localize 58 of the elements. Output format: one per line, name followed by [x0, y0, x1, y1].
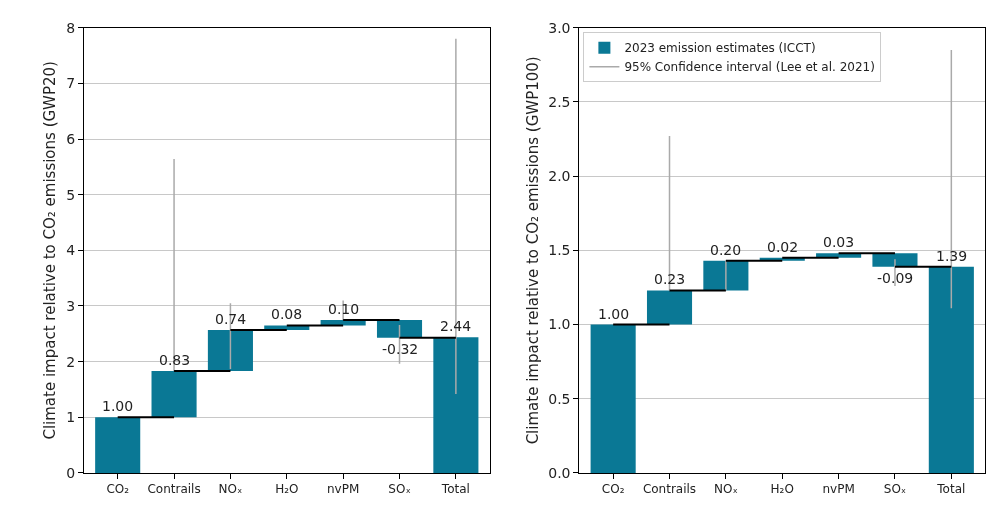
x-tick-label: Contrails: [147, 482, 201, 497]
x-tick-label: CO₂: [601, 482, 625, 497]
data-label: 0.08: [271, 306, 303, 322]
x-tick-label: SOₓ: [883, 482, 907, 497]
data-label: 0.23: [654, 271, 686, 287]
y-axis-title: Climate impact relative to CO₂ emissions (GWP20): [41, 61, 60, 440]
x-tick-label: nvPM: [327, 482, 360, 497]
legend-label: 95% Confidence interval (Lee et al. 2021): [624, 60, 875, 75]
y-axis-title: Climate impact relative to CO₂ emissions (GWP100): [523, 56, 542, 445]
data-label: 0.02: [767, 239, 799, 255]
x-tick-label: nvPM: [822, 482, 855, 497]
data-label: 0.20: [710, 242, 742, 258]
x-tick-label: SOₓ: [388, 482, 411, 497]
bar: [703, 260, 749, 291]
y-tick-label: 1: [66, 409, 76, 426]
bar: [207, 329, 253, 372]
y-tick-label: 1.0: [548, 316, 571, 333]
data-label: 2.44: [440, 318, 472, 334]
x-tick-label: NOₓ: [218, 482, 243, 497]
x-tick-label: Total: [440, 482, 470, 497]
y-tick-label: 2: [66, 353, 76, 370]
data-label: 0.03: [823, 234, 855, 250]
x-tick-label: Total: [936, 482, 966, 497]
y-tick-label: 5: [66, 186, 76, 203]
y-tick-label: 2.0: [548, 168, 571, 185]
y-tick-label: 1.5: [548, 242, 571, 259]
y-tick-label: 4: [66, 242, 76, 259]
data-label: 0.83: [159, 352, 191, 368]
data-label: -0.09: [877, 270, 914, 286]
y-tick-label: 8: [66, 19, 76, 36]
y-tick-label: 0: [66, 464, 76, 481]
bar: [590, 324, 636, 473]
x-tick-label: CO₂: [106, 482, 130, 497]
y-tick-label: 3: [66, 297, 76, 314]
y-tick-label: 2.5: [548, 93, 571, 110]
data-label: 0.10: [328, 301, 360, 317]
data-label: 1.00: [102, 398, 134, 414]
data-label: -0.32: [382, 341, 419, 357]
y-tick-label: 0.5: [548, 390, 571, 407]
bar: [872, 253, 918, 267]
x-tick-label: H₂O: [770, 482, 794, 497]
data-label: 1.39: [936, 248, 968, 264]
x-tick-label: NOₓ: [714, 482, 738, 497]
data-label: 1.00: [598, 306, 630, 322]
bar: [928, 266, 974, 473]
bar: [151, 371, 197, 418]
legend-label: 2023 emission estimates (ICCT): [624, 41, 816, 56]
y-tick-label: 7: [66, 75, 76, 92]
y-tick-label: 0.0: [548, 464, 571, 481]
x-tick-label: Contrails: [642, 482, 697, 497]
x-tick-label: H₂O: [275, 482, 299, 497]
y-tick-label: 3.0: [548, 19, 571, 36]
data-label: 0.74: [215, 311, 247, 327]
y-tick-label: 6: [66, 130, 76, 147]
bar: [95, 417, 141, 473]
bar: [376, 319, 423, 338]
bar: [646, 290, 693, 325]
bar: [433, 337, 479, 473]
